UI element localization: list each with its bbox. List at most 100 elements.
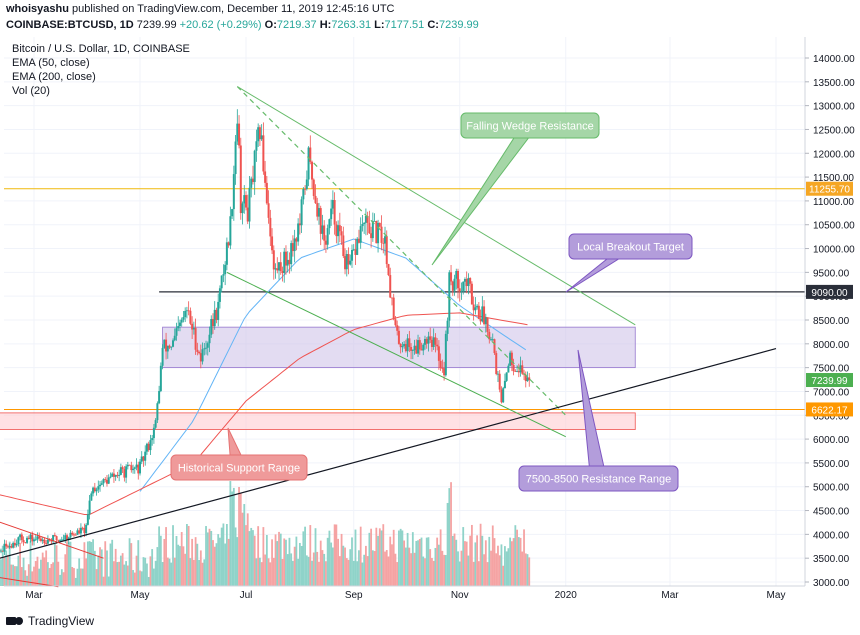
volume-bar (415, 540, 418, 586)
volume-bar (198, 559, 200, 586)
candle-body (524, 374, 527, 382)
volume-bar (431, 557, 433, 586)
volume-bar (472, 561, 475, 586)
candle-body (415, 345, 418, 354)
candle-body (333, 200, 336, 225)
candle-body (378, 222, 381, 227)
candle-body (450, 272, 453, 282)
candle-body (222, 274, 225, 276)
breakout-target-callout-label: Local Breakout Target (577, 242, 684, 254)
volume-bar (276, 541, 279, 586)
volume-bar (173, 557, 176, 586)
volume-bar (22, 557, 25, 586)
high-label: H: (319, 19, 332, 31)
volume-bar (81, 568, 84, 586)
candle-body (444, 333, 447, 376)
candle-body (286, 259, 289, 266)
volume-bar (483, 554, 485, 586)
volume-bar (100, 549, 103, 586)
volume-bar (8, 541, 11, 586)
volume-bar (7, 554, 9, 586)
candle-body (251, 178, 254, 182)
x-tick-label: May (131, 590, 150, 601)
candle-body (116, 474, 119, 476)
price-label-text: 9090.00 (811, 288, 848, 299)
candle-body (19, 534, 22, 538)
candle-body (297, 223, 300, 242)
candle-body (62, 539, 65, 541)
candle-body (324, 240, 327, 245)
volume-bar (184, 553, 187, 586)
candles (0, 109, 531, 556)
candle-body (135, 464, 138, 468)
volume-bar (219, 537, 221, 586)
candle-body (34, 539, 37, 541)
volume-bar (411, 532, 414, 586)
candle-body (467, 278, 470, 287)
volume-bar (319, 540, 322, 586)
footer: TradingView (0, 606, 860, 635)
price-label-bg (806, 402, 853, 417)
candle-body (474, 307, 477, 311)
volume-bar (192, 559, 195, 586)
candle-body (231, 209, 234, 217)
volume-bar (462, 527, 465, 586)
candle-body (331, 200, 334, 209)
candle-body (5, 543, 8, 547)
tradingview-logo[interactable]: TradingView (6, 614, 94, 628)
volume-bar (238, 486, 240, 586)
candle-body (10, 546, 13, 548)
volume-bar (114, 548, 117, 586)
candle-body (66, 535, 69, 540)
volume-bar (271, 539, 273, 586)
volume-bar (389, 536, 392, 586)
candle-body (243, 195, 246, 204)
volume-bar (290, 553, 293, 586)
candle-body (168, 345, 171, 348)
candle-body (213, 309, 216, 327)
volume-bar (212, 540, 214, 586)
falling-wedge-callout-box (460, 112, 600, 139)
volume-bar (165, 527, 167, 586)
volume-bar (366, 556, 369, 586)
candle-body (427, 336, 430, 344)
callouts: Falling Wedge Resistance Local Breakout T… (170, 112, 693, 492)
candle-body (50, 539, 53, 542)
volume-bar (43, 557, 46, 586)
price-chart[interactable]: Falling Wedge Resistance Local Breakout T… (0, 36, 860, 606)
legend-ema50[interactable]: EMA (50, close) (12, 57, 90, 69)
author-name[interactable]: whoisyashu (6, 3, 69, 15)
volume-bar (382, 524, 385, 586)
volume-bar (0, 559, 2, 586)
candle-body (516, 370, 519, 372)
candle-body (403, 343, 406, 347)
volume-bar (191, 538, 194, 586)
candle-body (1, 550, 4, 552)
candle-body (359, 226, 362, 243)
support-range-callout-box (170, 454, 308, 481)
candle-body (389, 275, 392, 298)
candle-body (498, 373, 501, 390)
x-tick-label: May (767, 590, 786, 601)
volume-bar (392, 529, 395, 586)
legend-vol[interactable]: Vol (20) (12, 85, 50, 97)
volume-bar (427, 537, 430, 586)
legend-ema200[interactable]: EMA (200, close) (12, 71, 96, 83)
candle-body (349, 260, 352, 265)
chart-area[interactable]: Falling Wedge Resistance Local Breakout T… (0, 36, 860, 606)
candle-body (258, 127, 261, 140)
candle-body (76, 530, 79, 535)
volume-bar (286, 554, 289, 586)
volume-bar (255, 558, 258, 586)
volume-bar (361, 562, 364, 586)
volume-bar (15, 566, 18, 586)
candle-body (111, 473, 114, 477)
publish-info: published on TradingView.com, December 1… (72, 3, 395, 15)
wedge-dashed-line (236, 86, 567, 416)
volume-bar (205, 526, 207, 586)
candle-body (267, 203, 270, 218)
candle-body (144, 451, 147, 461)
volume-bar (128, 538, 131, 586)
chart-header: whoisyashu published on TradingView.com,… (0, 0, 860, 36)
candle-body (227, 242, 230, 246)
